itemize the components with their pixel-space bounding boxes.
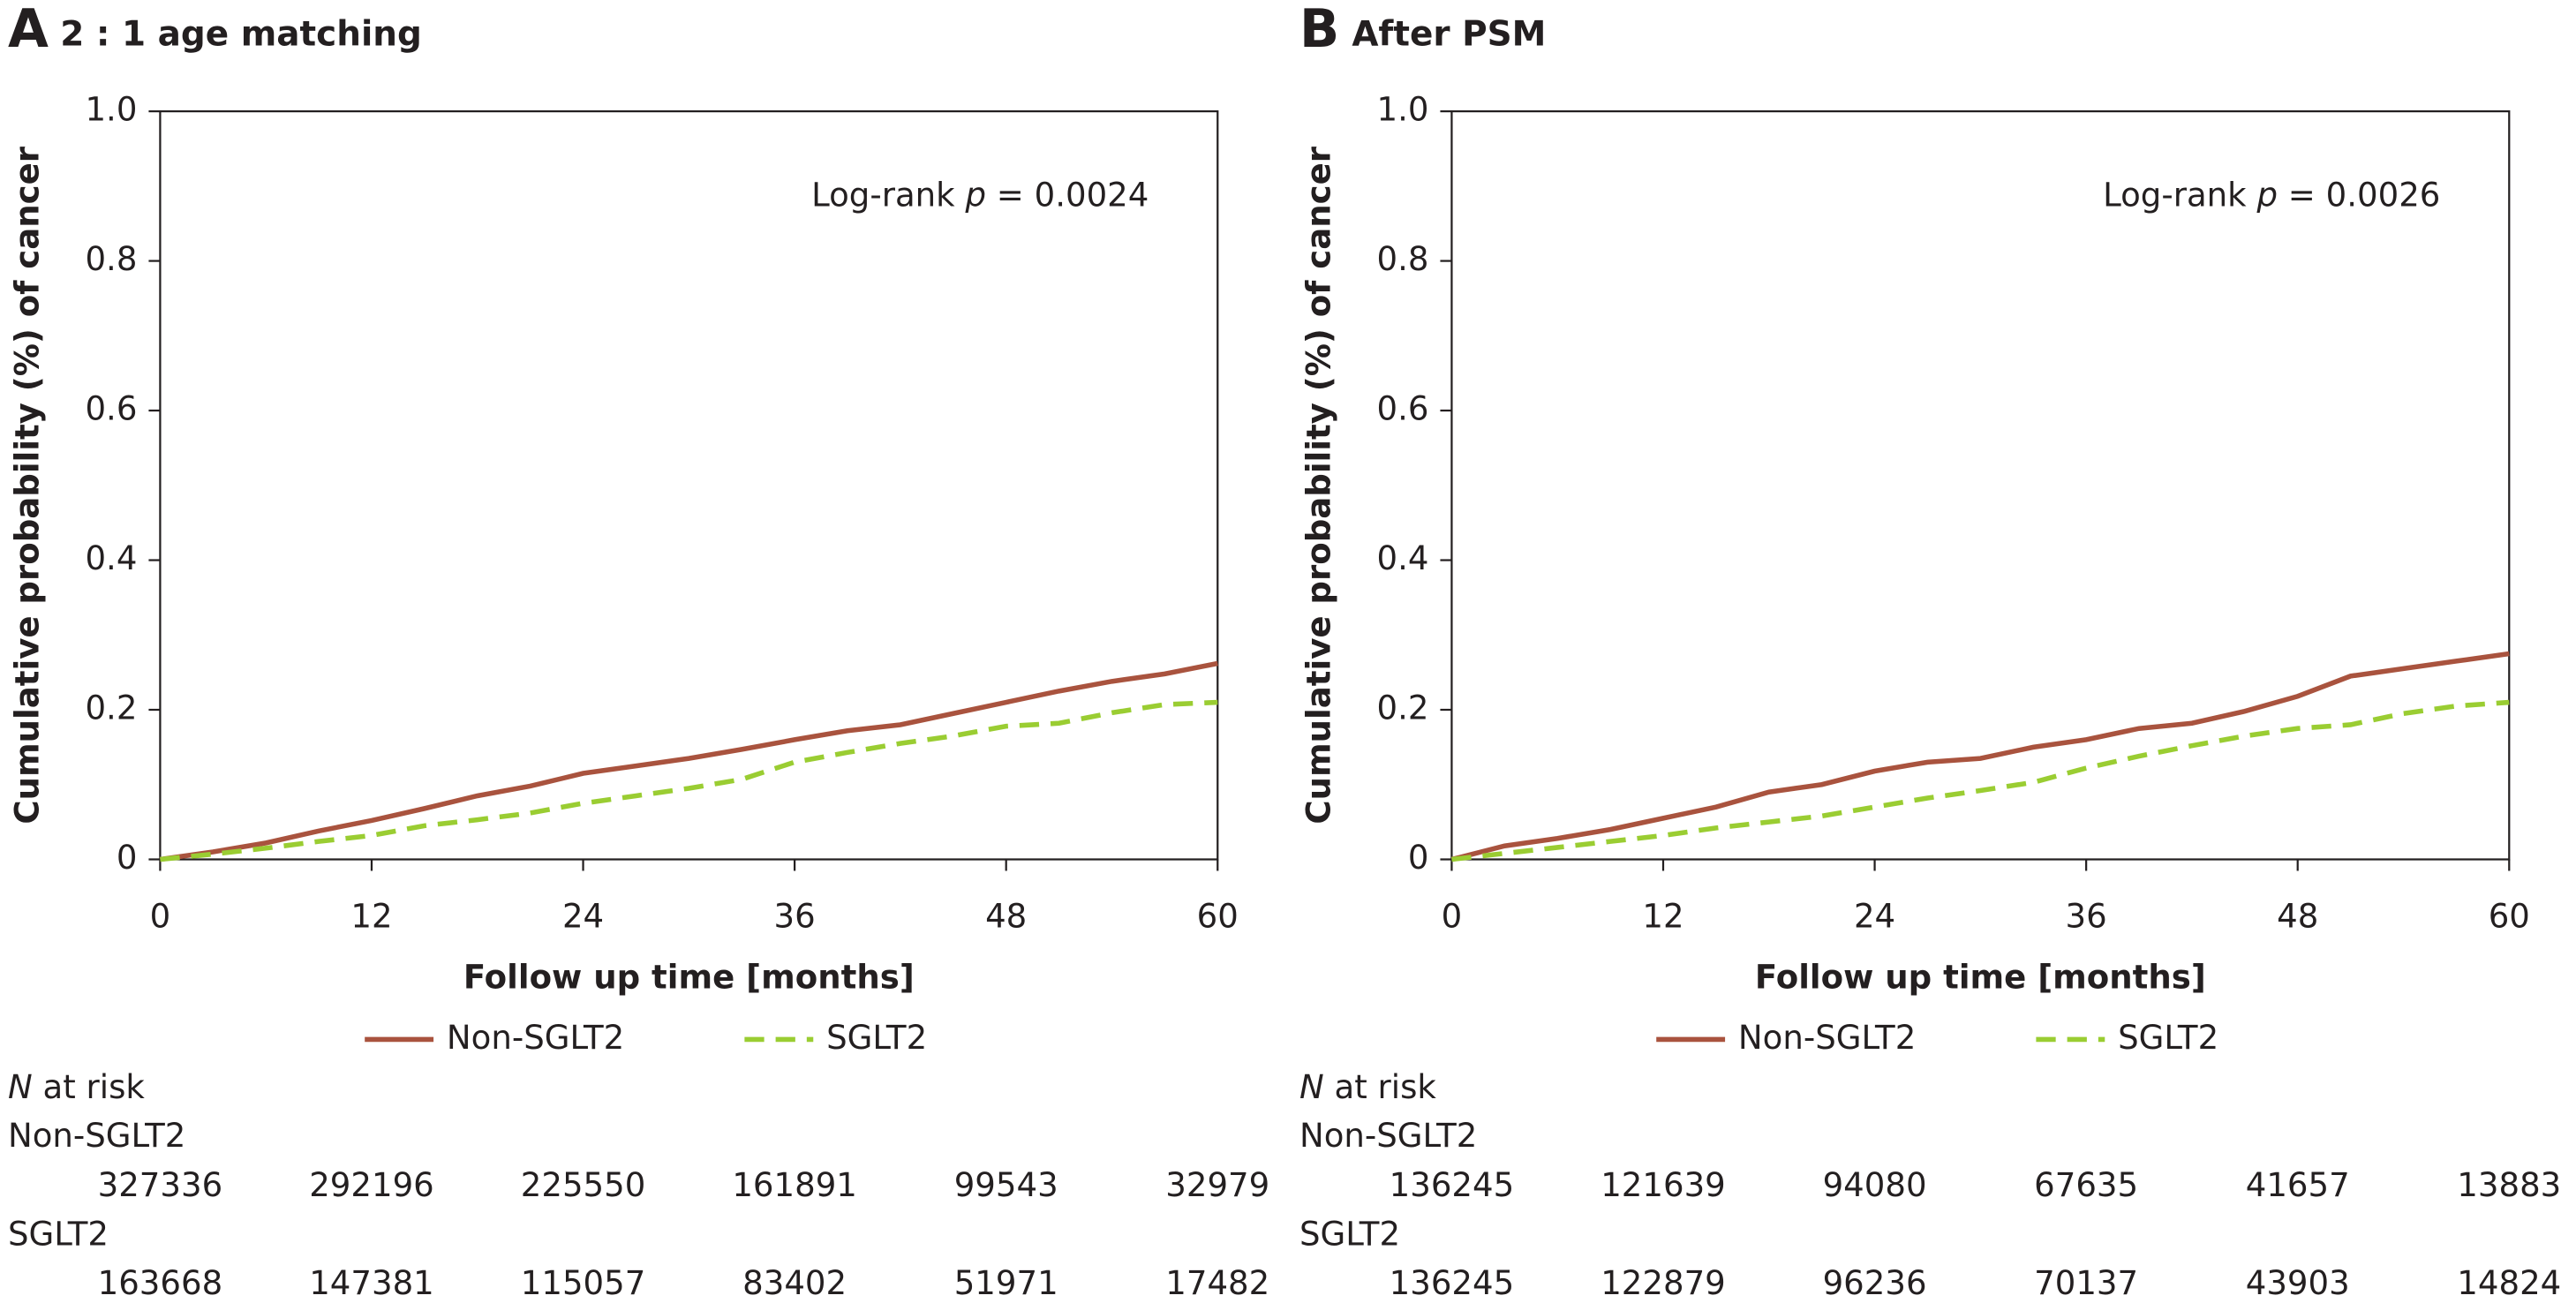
risk-value: 225550 xyxy=(521,1166,646,1204)
y-axis-label: Cumulative probability (%) of cancer xyxy=(9,146,47,824)
risk-value: 121639 xyxy=(1601,1166,1726,1204)
x-tick-label: 60 xyxy=(1197,898,1239,936)
legend-label: SGLT2 xyxy=(2118,1019,2218,1057)
x-tick-label: 48 xyxy=(2277,898,2318,936)
risk-value: 51971 xyxy=(954,1264,1058,1302)
risk-value: 163668 xyxy=(98,1264,223,1302)
y-tick-label: 0.2 xyxy=(85,689,137,727)
y-tick-label: 0 xyxy=(1408,839,1429,877)
plot-frame xyxy=(1450,109,2511,861)
series-line xyxy=(1451,699,2510,862)
risk-value: 96236 xyxy=(1823,1264,1927,1302)
risk-value: 136245 xyxy=(1390,1166,1515,1204)
risk-value: 14824 xyxy=(2457,1264,2561,1302)
panel-label: B xyxy=(1299,0,1339,59)
risk-value: 99543 xyxy=(954,1166,1058,1204)
x-tick-label: 24 xyxy=(1854,898,1895,936)
annotation-suffix: = 0.0026 xyxy=(2278,176,2440,214)
risk-value: 292196 xyxy=(309,1166,434,1204)
y-tick-label: 0.6 xyxy=(1376,390,1428,428)
x-axis-label: Follow up time [months] xyxy=(1755,958,2206,996)
risk-value: 43903 xyxy=(2246,1264,2350,1302)
y-tick-label: 0 xyxy=(117,839,138,877)
x-tick-label: 48 xyxy=(985,898,1027,936)
risk-row-name: Non-SGLT2 xyxy=(1299,1117,1477,1155)
risk-value: 115057 xyxy=(521,1264,646,1302)
annotation-prefix: Log-rank xyxy=(2103,176,2256,214)
x-tick-label: 0 xyxy=(150,898,171,936)
x-tick-label: 60 xyxy=(2489,898,2530,936)
risk-value: 32979 xyxy=(1165,1166,1269,1204)
risk-row-name: SGLT2 xyxy=(1299,1215,1400,1253)
y-tick-label: 1.0 xyxy=(85,91,137,129)
y-axis-label: Cumulative probability (%) of cancer xyxy=(1300,146,1338,824)
annotation-italic: p xyxy=(964,176,986,214)
risk-value: 70137 xyxy=(2034,1264,2138,1302)
risk-value: 161891 xyxy=(732,1166,857,1204)
risk-table-italic: N xyxy=(8,1068,33,1106)
risk-table-rest: at risk xyxy=(1324,1068,1437,1106)
panel-label: A xyxy=(8,0,49,59)
risk-row-name: SGLT2 xyxy=(8,1215,109,1253)
annotation: Log-rank p = 0.0024 xyxy=(811,176,1149,214)
risk-row-name: Non-SGLT2 xyxy=(8,1117,185,1155)
legend-label: Non-SGLT2 xyxy=(1738,1019,1916,1057)
risk-table-italic: N xyxy=(1299,1068,1324,1106)
series-line xyxy=(160,660,1218,862)
x-tick-label: 12 xyxy=(1642,898,1683,936)
annotation: Log-rank p = 0.0026 xyxy=(2103,176,2440,214)
risk-value: 147381 xyxy=(309,1264,434,1302)
annotation-suffix: = 0.0024 xyxy=(986,176,1149,214)
y-tick-label: 0.6 xyxy=(85,390,137,428)
panel-title: After PSM xyxy=(1352,14,1546,54)
y-tick-label: 0.8 xyxy=(1376,240,1428,278)
annotation-italic: p xyxy=(2256,176,2278,214)
risk-value: 94080 xyxy=(1823,1166,1927,1204)
risk-value: 122879 xyxy=(1601,1264,1726,1302)
y-tick-label: 0.2 xyxy=(1376,689,1428,727)
y-tick-label: 0.4 xyxy=(1376,539,1428,577)
x-tick-label: 0 xyxy=(1442,898,1463,936)
risk-value: 17482 xyxy=(1165,1264,1269,1302)
risk-value: 83402 xyxy=(742,1264,847,1302)
y-tick-label: 0.4 xyxy=(85,539,137,577)
risk-value: 136245 xyxy=(1390,1264,1515,1302)
risk-value: 67635 xyxy=(2034,1166,2138,1204)
risk-value: 327336 xyxy=(98,1166,223,1204)
series-line xyxy=(160,699,1218,862)
series-line xyxy=(1450,651,2510,862)
y-tick-label: 0.8 xyxy=(85,240,137,278)
legend-label: SGLT2 xyxy=(826,1019,927,1057)
y-tick-label: 1.0 xyxy=(1376,91,1428,129)
risk-table-rest: at risk xyxy=(33,1068,146,1106)
plot-frame xyxy=(159,109,1219,861)
x-tick-label: 36 xyxy=(774,898,816,936)
annotation-prefix: Log-rank xyxy=(811,176,965,214)
risk-value: 13883 xyxy=(2457,1166,2561,1204)
x-axis-label: Follow up time [months] xyxy=(463,958,915,996)
x-tick-label: 24 xyxy=(562,898,604,936)
risk-value: 41657 xyxy=(2246,1166,2350,1204)
panel-title: 2 : 1 age matching xyxy=(60,14,422,54)
legend-label: Non-SGLT2 xyxy=(447,1019,624,1057)
risk-table-title: N at risk xyxy=(8,1068,145,1106)
x-tick-label: 12 xyxy=(350,898,392,936)
risk-table-title: N at risk xyxy=(1299,1068,1436,1106)
x-tick-label: 36 xyxy=(2066,898,2107,936)
